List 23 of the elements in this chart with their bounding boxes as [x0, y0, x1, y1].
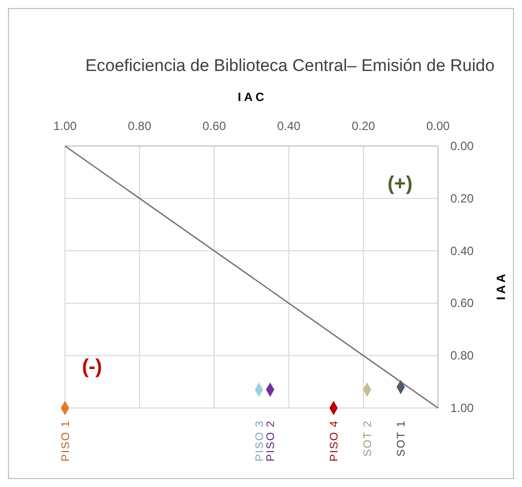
text: SOT 1	[396, 420, 408, 457]
annotation: (-)	[82, 356, 102, 378]
x-tick-label: 0.00	[426, 119, 450, 133]
text: SOT 2	[362, 420, 374, 457]
y-tick-label: 0.20	[450, 191, 474, 206]
y-tick-label: 0.80	[450, 348, 474, 363]
text: PISO 1	[60, 420, 72, 462]
x-axis-title: I A C	[238, 90, 265, 104]
text: PISO 3	[254, 420, 266, 462]
x-tick-label: 1.00	[53, 119, 77, 133]
x-tick-label: 0.20	[352, 119, 376, 133]
y-tick-label: 1.00	[450, 401, 474, 415]
x-tick-label: 0.80	[128, 119, 152, 133]
annotation: (+)	[388, 173, 412, 195]
text: PISO 4	[328, 420, 341, 462]
y-axis-title: I A A	[494, 274, 508, 300]
x-tick-label: 0.40	[277, 119, 301, 133]
y-tick-label: 0.60	[450, 296, 474, 310]
y-tick-label: 0.40	[450, 244, 474, 258]
chart-title: Ecoeficiencia de Biblioteca Central– Emisión de Ruido	[85, 56, 495, 75]
text: PISO 2	[265, 420, 278, 462]
y-tick-label: 0.00	[450, 139, 474, 153]
x-tick-label: 0.60	[202, 119, 226, 133]
